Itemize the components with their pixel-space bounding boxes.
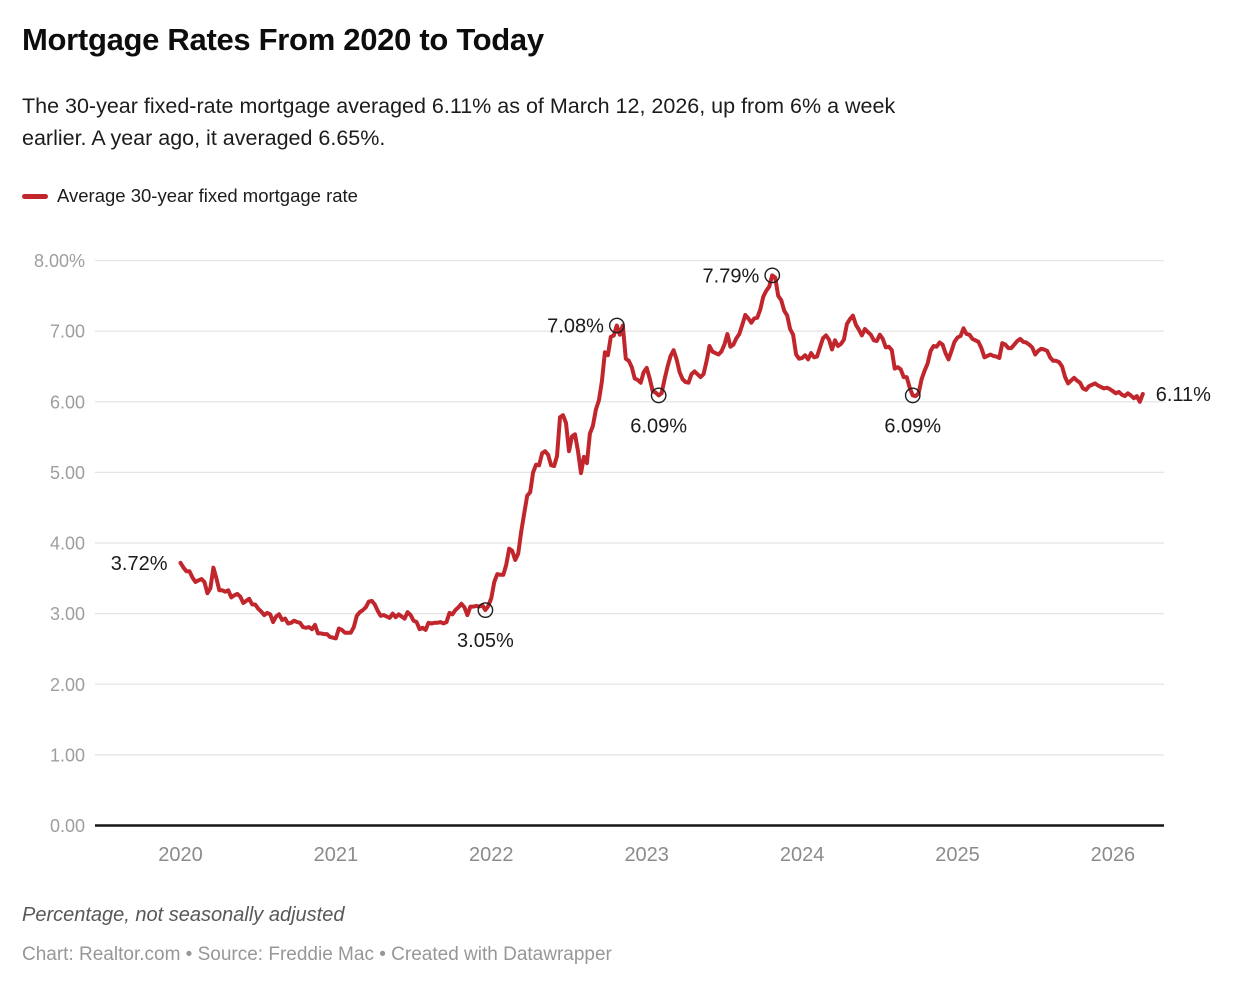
annotation-label: 6.09% xyxy=(884,415,941,437)
axis-unit-note: Percentage, not seasonally adjusted xyxy=(22,904,345,926)
chart-credits: Chart: Realtor.com • Source: Freddie Mac… xyxy=(22,944,612,965)
annotation-label: 3.05% xyxy=(457,630,514,652)
legend-line-swatch xyxy=(22,193,48,199)
annotation-marker-circle xyxy=(764,267,781,284)
y-tick-label: 5.00 xyxy=(50,463,85,483)
y-tick-label: 4.00 xyxy=(50,534,85,554)
y-tick-label: 1.00 xyxy=(50,745,85,765)
x-tick-label: 2021 xyxy=(314,844,359,866)
rate-line xyxy=(178,273,1145,641)
legend: Average 30-year fixed mortgage rate xyxy=(22,185,358,207)
page-title: Mortgage Rates From 2020 to Today xyxy=(22,22,544,57)
annotation-label: 7.08% xyxy=(547,316,604,338)
annotation-marker-circle xyxy=(904,387,921,404)
annotation-marker-circle xyxy=(477,602,494,619)
chart-subtitle-line1: The 30-year fixed-rate mortgage averaged… xyxy=(22,94,896,118)
y-tick-label: 3.00 xyxy=(50,604,85,624)
legend-label: Average 30-year fixed mortgage rate xyxy=(57,185,358,206)
y-tick-label: 0.00 xyxy=(50,816,85,836)
annotation-label: 6.09% xyxy=(630,415,687,437)
y-tick-label: 8.00% xyxy=(34,251,85,271)
chart-subtitle-line2: earlier. A year ago, it averaged 6.65%. xyxy=(22,126,386,150)
x-tick-label: 2024 xyxy=(780,844,825,866)
annotation-marker-circle xyxy=(650,387,667,404)
annotation-marker-circle xyxy=(608,317,625,334)
y-tick-label: 7.00 xyxy=(50,322,85,342)
annotation-label: 7.79% xyxy=(703,265,760,287)
y-tick-label: 2.00 xyxy=(50,675,85,695)
x-tick-label: 2023 xyxy=(624,844,669,866)
x-tick-label: 2026 xyxy=(1091,844,1136,866)
annotation-label: 3.72% xyxy=(111,553,168,575)
x-tick-label: 2022 xyxy=(469,844,514,866)
y-tick-label: 6.00 xyxy=(50,392,85,412)
x-tick-label: 2020 xyxy=(158,844,203,866)
mortgage-rate-line-chart: 8.00% 7.00 6.00 5.00 4.00 3.00 2.00 1.00 0.00 202… xyxy=(34,251,1211,866)
x-tick-label: 2025 xyxy=(935,844,980,866)
annotation-label: 6.11% xyxy=(1156,384,1211,406)
chart-subtitle: The 30-year fixed-rate mortgage averaged… xyxy=(22,90,895,154)
